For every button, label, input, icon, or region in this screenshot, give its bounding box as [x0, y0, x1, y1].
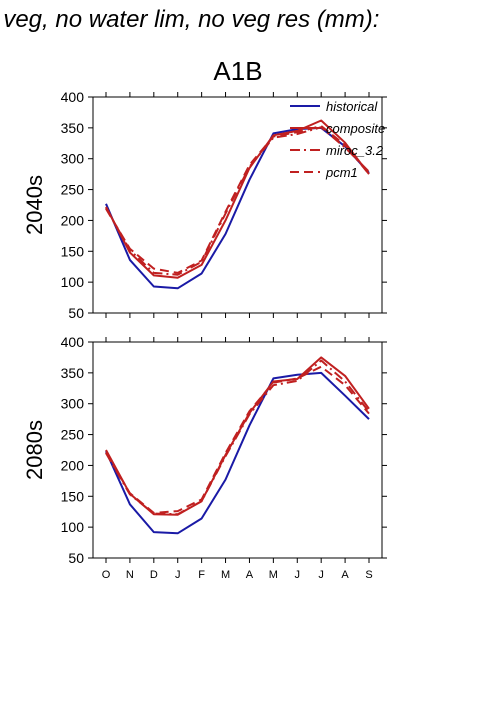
x-tick-label: A: [341, 569, 349, 581]
y-tick-label: 150: [61, 243, 85, 259]
y-tick-label: 200: [61, 457, 85, 473]
panel-frame: [92, 341, 383, 559]
panel-label: 2080s: [22, 420, 47, 480]
y-tick-label: 150: [61, 488, 85, 504]
x-tick-label: S: [365, 569, 372, 581]
y-tick-label: 100: [61, 274, 85, 290]
series-line-historical: [105, 126, 370, 290]
x-tick-label: J: [295, 569, 301, 581]
y-tick-label: 350: [61, 120, 85, 136]
x-tick-label: D: [150, 569, 158, 581]
y-tick-label: 250: [61, 182, 85, 198]
legend-label: composite: [326, 121, 385, 136]
legend-label: pcm1: [325, 165, 358, 180]
chart-title: A1B: [213, 56, 262, 86]
x-tick-label: M: [269, 569, 278, 581]
y-tick-label: 400: [61, 89, 85, 105]
y-tick-label: 400: [61, 334, 85, 350]
legend-label: miroc_3.2: [326, 143, 384, 158]
y-tick-label: 50: [68, 305, 84, 321]
series-line-miroc-3-2: [105, 126, 370, 276]
x-tick-label: M: [221, 569, 230, 581]
y-tick-label: 350: [61, 365, 85, 381]
series-line-composite: [105, 119, 370, 279]
x-tick-label: A: [246, 569, 254, 581]
legend-label: historical: [326, 99, 378, 114]
x-tick-label: J: [318, 569, 324, 581]
panel-label: 2040s: [22, 175, 47, 235]
y-tick-label: 300: [61, 396, 85, 412]
series-line-historical: [105, 371, 370, 535]
x-tick-label: F: [198, 569, 205, 581]
x-tick-label: O: [102, 569, 111, 581]
y-tick-label: 250: [61, 427, 85, 443]
y-tick-label: 200: [61, 212, 85, 228]
x-tick-label: J: [175, 569, 181, 581]
page-title: f veg, no water lim, no veg res (mm):: [0, 6, 380, 33]
series-line-miroc-3-2: [105, 359, 370, 516]
y-tick-label: 100: [61, 519, 85, 535]
y-tick-label: 300: [61, 151, 85, 167]
y-tick-label: 50: [68, 550, 84, 566]
series-line-pcm1: [105, 365, 370, 514]
series-line-pcm1: [105, 125, 370, 274]
panel-frame: [92, 96, 383, 314]
x-tick-label: N: [126, 569, 134, 581]
